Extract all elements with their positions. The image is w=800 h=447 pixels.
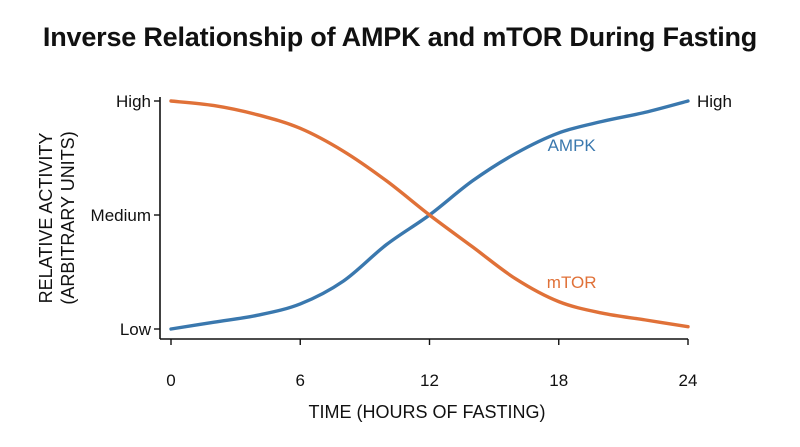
x-tick-label: 12 bbox=[420, 371, 439, 390]
x-tick-label: 0 bbox=[166, 371, 175, 390]
series-lines bbox=[169, 99, 690, 331]
y-axis-title: RELATIVE ACTIVITY (ARBITRARY UNITS) bbox=[36, 131, 78, 304]
x-ticks: 0 6 12 18 24 bbox=[166, 339, 697, 390]
series-label-mtor: mTOR bbox=[547, 273, 597, 292]
x-tick-label: 24 bbox=[679, 371, 698, 390]
series-labels: AMPK mTOR bbox=[547, 136, 597, 292]
x-tick-label: 6 bbox=[296, 371, 305, 390]
y-ticks: Low Medium High bbox=[91, 92, 160, 339]
y-axis-title-line-2: (ARBITRARY UNITS) bbox=[58, 131, 78, 304]
x-tick-label: 18 bbox=[549, 371, 568, 390]
chart-title: Inverse Relationship of AMPK and mTOR Du… bbox=[42, 22, 758, 52]
series-label-ampk: AMPK bbox=[548, 136, 597, 155]
right-high-label: High bbox=[697, 92, 732, 111]
y-tick-label: Medium bbox=[91, 206, 151, 225]
x-axis-title: TIME (HOURS OF FASTING) bbox=[309, 402, 546, 422]
y-tick-label: High bbox=[116, 92, 151, 111]
series-line-mtor bbox=[169, 99, 690, 329]
y-axis-title-line-1: RELATIVE ACTIVITY bbox=[36, 133, 56, 304]
y-tick-label: Low bbox=[120, 320, 152, 339]
axes bbox=[159, 97, 688, 340]
